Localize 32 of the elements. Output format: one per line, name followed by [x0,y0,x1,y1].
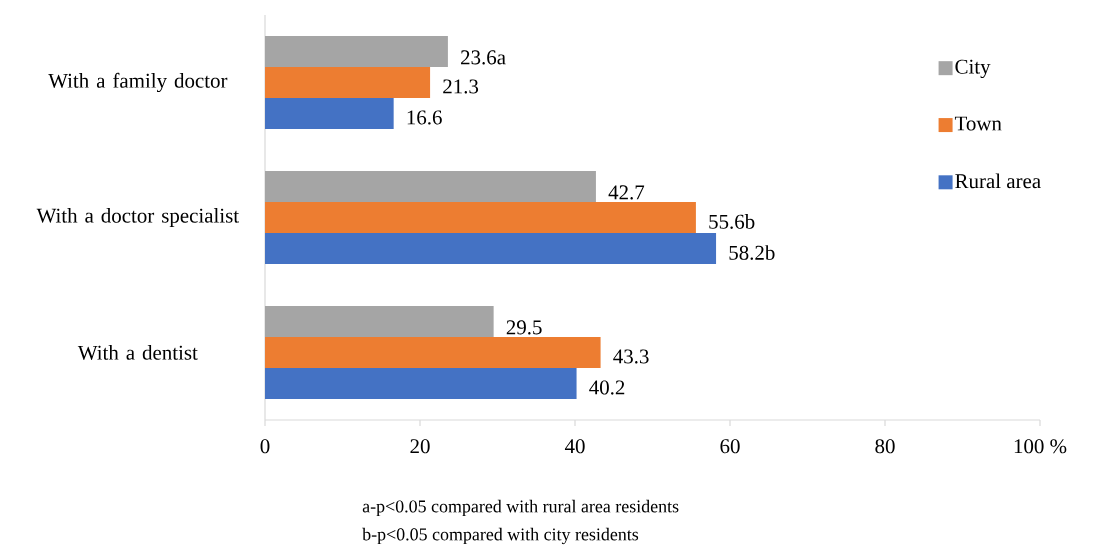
legend-label: City [955,59,991,79]
data-label: 42.7 [608,185,645,200]
data-label: 29.5 [506,320,542,335]
x-tick-label: 0 [260,439,270,454]
data-label: 40.2 [589,380,625,395]
x-tick-label: 60 [720,439,740,454]
bar [265,98,394,130]
bar [265,35,448,67]
x-tick-label: 100 % [1014,439,1067,454]
data-label: 58.2b [729,245,775,260]
text: b-p<0.05 compared with city residents [362,527,639,545]
bar [265,66,431,99]
bar [265,170,596,202]
legend-label: Rural area [955,173,1041,189]
y-tick-label: With a doctor specialist [36,208,239,227]
legend-label: Town [954,116,1002,131]
data-label: 16.6 [407,110,442,125]
data-label: 23.6a [461,50,506,65]
x-tick-label: 40 [564,439,585,454]
x-tick-label: 80 [875,439,895,454]
bar [265,336,601,369]
y-tick-label: With a family doctor [48,72,228,93]
bar [265,233,717,265]
data-label: 55.6b [709,214,755,229]
data-label: 43.3 [613,349,649,364]
data-label: 21.3 [443,79,479,94]
text: a-p<0.05 compared with rural area residents [362,499,679,517]
bar [265,368,577,400]
y-tick-label: With a dentist [77,345,198,360]
bar [265,305,494,337]
bar [265,201,696,234]
x-tick-label: 20 [410,439,430,454]
